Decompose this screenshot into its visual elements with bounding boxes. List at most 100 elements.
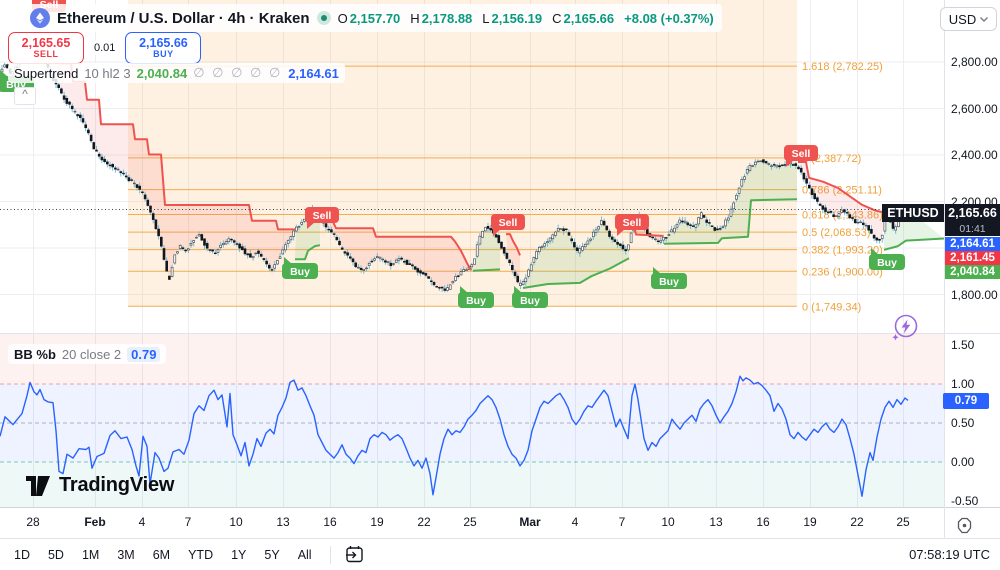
range-button-3m[interactable]: 3M	[117, 547, 135, 562]
bb-percent-b-line	[0, 375, 909, 497]
svg-text:Buy: Buy	[466, 295, 486, 307]
supertrend-fill	[45, 47, 295, 279]
utc-clock: 07:58:19 UTC	[909, 547, 990, 562]
time-axis-label: 19	[370, 515, 384, 529]
svg-text:Buy: Buy	[290, 266, 310, 278]
supertrend-fill	[884, 209, 944, 250]
buy-marker: Buy	[282, 257, 318, 279]
indicator-scale-label: 1.00	[951, 377, 975, 391]
open-value: 2,157.70	[349, 10, 401, 26]
tradingview-watermark: TradingView	[26, 474, 174, 497]
supertrend-line	[472, 268, 501, 272]
range-button-5d[interactable]: 5D	[47, 547, 64, 562]
supertrend-fill	[320, 216, 471, 292]
low-value: 2,156.19	[491, 10, 543, 26]
sell-marker: Sell	[784, 145, 818, 167]
bb-current-value: 0.79	[127, 346, 161, 362]
time-axis-label: Feb	[84, 515, 106, 529]
indicator-scale-label: -0.50	[951, 494, 979, 508]
go-to-date-button[interactable]	[345, 545, 364, 564]
svg-text:Buy: Buy	[520, 295, 540, 307]
indicator-scale-label: 1.50	[951, 338, 975, 352]
svg-text:Buy: Buy	[877, 257, 897, 269]
supertrend-line	[320, 221, 472, 271]
fib-level-label: 0.382 (1,993.20)	[802, 245, 883, 257]
axis-settings-icon[interactable]	[956, 517, 973, 539]
chevron-down-icon	[980, 16, 989, 22]
supertrend-fill	[798, 162, 944, 241]
indicator-scale-label: 0.00	[951, 455, 975, 469]
chart-legend-header[interactable]: Ethereum / U.S. Dollar · 4h · Kraken O 2,…	[22, 4, 722, 32]
supertrend-fill	[506, 234, 520, 286]
sell-marker: Sell	[615, 214, 649, 236]
supertrend-fill	[473, 228, 500, 271]
svg-text:Sell: Sell	[792, 148, 811, 160]
supertrend-blue-value: 2,164.61	[288, 65, 339, 81]
time-axis-label: 22	[850, 515, 864, 529]
range-button-1d[interactable]: 1D	[14, 547, 30, 562]
fib-level-label: 0.236 (1,900.00)	[802, 266, 883, 278]
fib-level-label: 0.618 (2,143.86)	[802, 210, 883, 222]
supertrend-empty-values: ∅ ∅ ∅ ∅ ∅	[193, 65, 283, 80]
sell-button[interactable]: 2,165.65 SELL	[8, 32, 84, 64]
time-axis-label: 22	[417, 515, 431, 529]
range-button-1m[interactable]: 1M	[81, 547, 100, 562]
bottom-toolbar: 1D 5D 1M 3M 6M YTD 1Y 5Y All	[0, 539, 1000, 570]
bar-countdown: 01:41	[945, 222, 1000, 236]
time-axis-label: Mar	[519, 515, 541, 529]
buy-marker: Buy	[651, 267, 687, 289]
sell-marker: Sell	[305, 207, 339, 229]
sell-marker: Sell	[491, 214, 525, 236]
symbol-title: Ethereum / U.S. Dollar · 4h · Kraken	[57, 9, 310, 27]
svg-text:Sell: Sell	[499, 217, 518, 229]
date-range-row: 1D 5D 1M 3M 6M YTD 1Y 5Y All	[0, 544, 330, 566]
time-axis-label: 25	[896, 515, 910, 529]
buy-button[interactable]: 2,165.66 BUY	[125, 32, 202, 64]
svg-text:Sell: Sell	[623, 217, 642, 229]
toolbar-divider	[329, 545, 331, 564]
plot-value-badge: 2,164.61	[945, 237, 1000, 251]
supertrend-line	[883, 237, 945, 251]
time-axis-label: 25	[463, 515, 477, 529]
boost-icon[interactable]	[890, 313, 920, 348]
supertrend-line	[663, 198, 798, 245]
currency-selector[interactable]: USD	[940, 7, 997, 31]
time-axis-label: 19	[803, 515, 817, 529]
supertrend-line	[522, 257, 630, 289]
market-status-icon[interactable]	[316, 11, 331, 25]
time-axis-label: 13	[276, 515, 290, 529]
range-button-ytd[interactable]: YTD	[188, 547, 214, 562]
high-value: 2,178.88	[421, 10, 473, 26]
bb-value-badge: 0.79	[943, 393, 989, 409]
last-price-label: 2,165.66	[945, 204, 1000, 222]
price-scale-label: 2,600.00	[951, 101, 998, 116]
range-button-6m[interactable]: 6M	[152, 547, 171, 562]
legend-collapse-button[interactable]: ^	[14, 87, 36, 105]
trade-widget: 2,165.65 SELL 0.01 2,165.66 BUY	[8, 32, 202, 64]
price-scale-label: 2,800.00	[951, 55, 998, 69]
range-button-5y[interactable]: 5Y	[264, 547, 280, 562]
time-axis-label: 4	[571, 515, 579, 529]
buy-marker: Buy	[869, 248, 905, 270]
spread-value: 0.01	[90, 41, 120, 55]
price-scale-label: 1,800.00	[951, 287, 998, 302]
indicator-scale-label: 0.50	[951, 416, 975, 430]
buy-marker: Buy	[512, 286, 548, 308]
time-axis-label: 16	[323, 515, 337, 529]
supertrend-fill	[664, 160, 797, 244]
time-axis-label: 7	[618, 515, 626, 529]
svg-text:Buy: Buy	[659, 276, 679, 288]
symbol-price-tag: ETHUSD	[882, 204, 944, 222]
fib-level-label: 0.5 (2,068.53)	[802, 227, 871, 239]
close-value: 2,165.66	[563, 10, 615, 26]
bb-percent-b-legend[interactable]: BB %b 20 close 2 0.79	[8, 344, 167, 364]
range-button-1y[interactable]: 1Y	[231, 547, 247, 562]
buy-marker: Buy	[458, 286, 494, 308]
supertrend-legend[interactable]: Supertrend 10 hl2 3 2,040.84 ∅ ∅ ∅ ∅ ∅ 2…	[8, 63, 345, 83]
plot-value-badge: 2,161.45	[945, 251, 1000, 265]
range-button-all[interactable]: All	[297, 547, 312, 562]
fib-level-label: 1.618 (2,782.25)	[802, 61, 883, 73]
price-scale-label: 2,400.00	[951, 148, 998, 162]
